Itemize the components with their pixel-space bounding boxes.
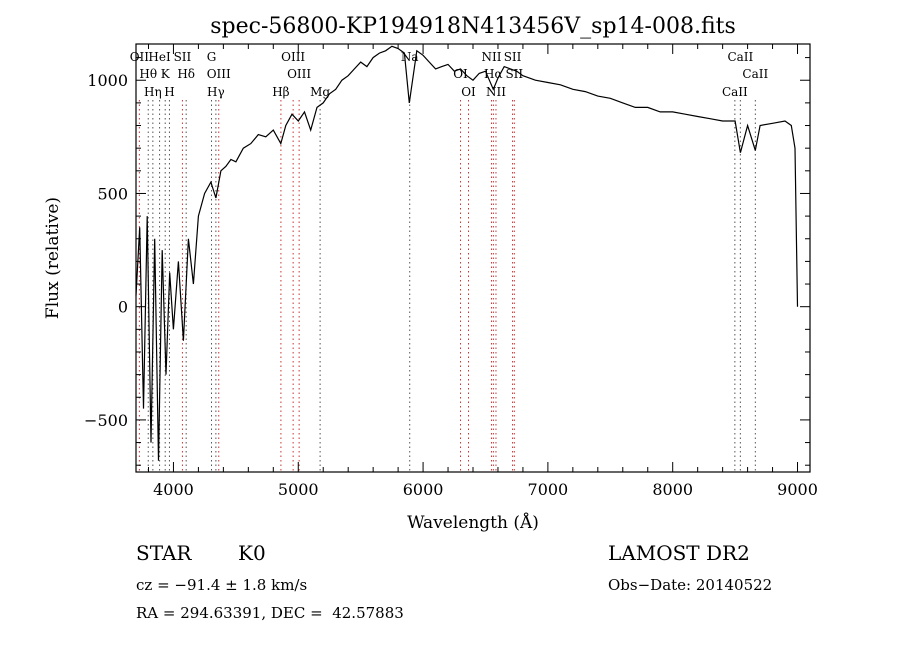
line-label: CaII	[727, 50, 753, 64]
x-axis-label: Wavelength (Å)	[407, 512, 539, 533]
line-label: SII	[174, 50, 192, 64]
line-label: CaII	[742, 67, 768, 81]
y-tick-label: 1000	[87, 71, 128, 90]
line-label: NII	[481, 50, 501, 64]
x-tick-label: 4000	[153, 480, 194, 499]
line-label: SII	[505, 67, 523, 81]
line-label: H	[164, 85, 174, 99]
line-label: OIII	[287, 67, 311, 81]
class-label: STAR	[136, 541, 192, 565]
line-label: Hγ	[207, 85, 225, 99]
axis-ticks: 4000 5000 6000 7000 8000 9000 −500 0 500 1000	[84, 44, 818, 499]
plot-frame	[135, 43, 811, 473]
line-label: OIII	[281, 50, 305, 64]
line-label: SII	[504, 50, 522, 64]
redshift-readout: cz = −91.4 ± 1.8 km/s	[136, 576, 308, 594]
x-tick-label: 5000	[278, 480, 319, 499]
line-label: G	[207, 50, 217, 64]
line-label: K	[161, 67, 171, 81]
y-tick-label: 500	[97, 184, 128, 203]
line-label: Hβ	[272, 85, 289, 99]
line-label: HeI	[148, 50, 171, 64]
line-label: OIII	[207, 67, 231, 81]
spectrum-line	[135, 45, 799, 461]
line-label: CaII	[722, 85, 748, 99]
line-label: Hθ	[139, 67, 157, 81]
obs-date: Obs−Date: 20140522	[608, 576, 773, 594]
subclass-label: K0	[238, 541, 266, 565]
x-tick-label: 7000	[528, 480, 569, 499]
x-tick-label: 9000	[777, 480, 818, 499]
line-label: OII	[130, 50, 150, 64]
y-axis-label: Flux (relative)	[43, 197, 63, 319]
line-label: NII	[486, 85, 506, 99]
line-markers: OIIHθHηHeIKHSIIHδHγGOIIIHβOIIIOIIIMgNaOI…	[130, 50, 768, 472]
line-label: Hη	[144, 85, 162, 99]
survey-label: LAMOST DR2	[608, 541, 750, 565]
y-tick-label: −500	[84, 411, 128, 430]
x-tick-label: 6000	[403, 480, 444, 499]
coordinates: RA = 294.63391, DEC = 42.57883	[136, 604, 404, 622]
line-label: Mg	[310, 85, 330, 99]
line-label: Hδ	[177, 67, 195, 81]
y-tick-label: 0	[118, 298, 128, 317]
x-tick-label: 8000	[652, 480, 693, 499]
line-label: OI	[461, 85, 476, 99]
chart-title: spec-56800-KP194918N413456V_sp14-008.fit…	[210, 14, 736, 39]
